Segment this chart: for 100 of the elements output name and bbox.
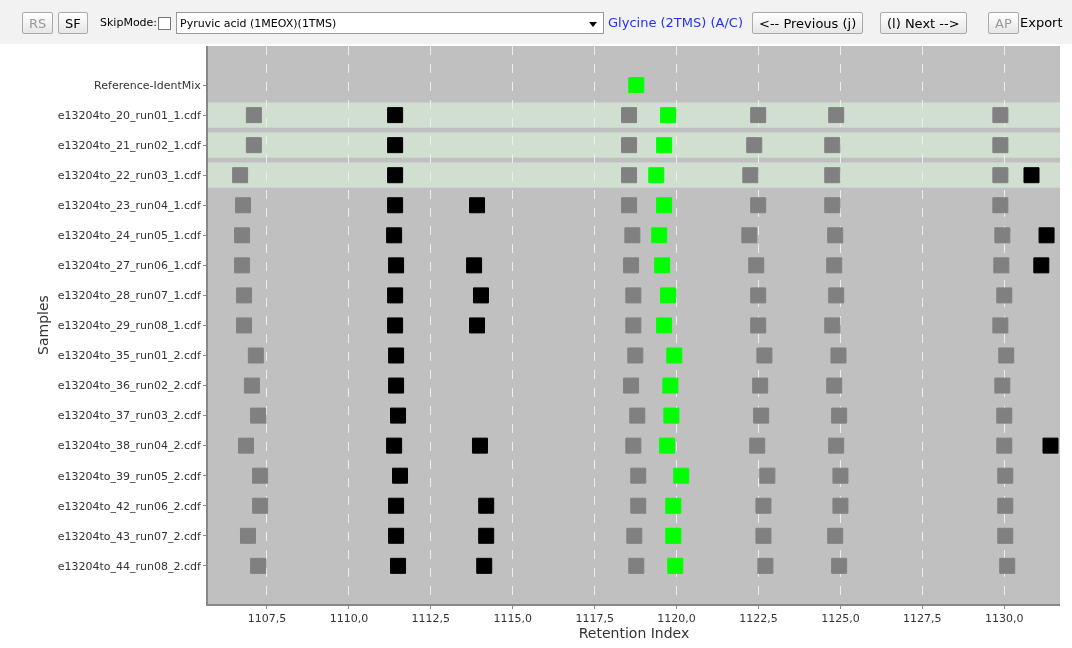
point bbox=[759, 467, 776, 484]
text: Export bbox=[1020, 14, 1063, 32]
point bbox=[243, 377, 260, 394]
y-tick-label: e13204to_36_run02_2.cdf bbox=[57, 379, 202, 393]
point bbox=[660, 287, 677, 304]
point bbox=[828, 287, 845, 304]
text: <-- Previous (j) bbox=[752, 12, 864, 34]
y-tick-label: e13204to_24_run05_1.cdf bbox=[57, 229, 202, 243]
point bbox=[750, 317, 767, 334]
point bbox=[999, 557, 1016, 574]
y-tick-label: e13204to_37_run03_2.cdf bbox=[57, 409, 202, 423]
point bbox=[832, 497, 849, 514]
point bbox=[476, 557, 493, 574]
point bbox=[245, 107, 262, 124]
point bbox=[232, 167, 249, 184]
point bbox=[623, 257, 640, 274]
point bbox=[750, 287, 767, 304]
point bbox=[748, 257, 765, 274]
point bbox=[992, 197, 1009, 214]
point bbox=[387, 197, 404, 214]
point bbox=[992, 317, 1009, 334]
text: Glycine (2TMS) (A/C) bbox=[608, 14, 743, 32]
point bbox=[630, 497, 647, 514]
y-tick-label: e13204to_42_run06_2.cdf bbox=[57, 499, 202, 513]
text: (l) Next --> bbox=[880, 12, 967, 34]
point bbox=[387, 317, 404, 334]
point bbox=[665, 497, 682, 514]
point bbox=[1042, 437, 1059, 454]
point bbox=[478, 497, 495, 514]
point bbox=[621, 107, 638, 124]
point bbox=[660, 107, 677, 124]
point bbox=[250, 407, 267, 424]
x-tick-label: 1110,0 bbox=[329, 612, 369, 626]
point bbox=[252, 467, 269, 484]
point bbox=[625, 317, 642, 334]
point bbox=[753, 407, 770, 424]
point bbox=[665, 527, 682, 544]
point bbox=[996, 437, 1013, 454]
point bbox=[992, 107, 1009, 124]
y-tick-label: e13204to_22_run03_1.cdf bbox=[57, 169, 202, 183]
x-tick-label: 1120,0 bbox=[657, 612, 696, 626]
point bbox=[824, 197, 841, 214]
point bbox=[656, 137, 673, 154]
point bbox=[741, 227, 758, 244]
point bbox=[998, 347, 1015, 364]
x-tick-label: 1127,5 bbox=[903, 612, 942, 626]
point bbox=[997, 467, 1014, 484]
point bbox=[234, 257, 251, 274]
y-tick-label: e13204to_23_run04_1.cdf bbox=[57, 199, 202, 213]
point bbox=[629, 407, 646, 424]
point bbox=[656, 317, 673, 334]
point bbox=[630, 467, 647, 484]
point bbox=[247, 347, 264, 364]
point bbox=[386, 227, 403, 244]
point bbox=[746, 137, 763, 154]
point bbox=[471, 437, 488, 454]
point bbox=[234, 227, 251, 244]
point bbox=[828, 107, 845, 124]
point bbox=[742, 167, 759, 184]
point bbox=[388, 377, 405, 394]
x-tick-label: 1122,5 bbox=[739, 612, 778, 626]
x-tick-label: 1117,5 bbox=[575, 612, 614, 626]
point bbox=[252, 497, 269, 514]
y-tick-label: e13204to_29_run08_1.cdf bbox=[57, 319, 202, 333]
point bbox=[236, 317, 253, 334]
point bbox=[250, 557, 267, 574]
y-tick-label: e13204to_43_run07_2.cdf bbox=[57, 529, 202, 543]
point bbox=[623, 377, 640, 394]
point bbox=[626, 527, 643, 544]
point bbox=[996, 407, 1013, 424]
y-tick-label: e13204to_38_run04_2.cdf bbox=[57, 439, 202, 453]
x-tick-label: 1112,5 bbox=[411, 612, 451, 626]
point bbox=[621, 167, 638, 184]
point bbox=[388, 527, 405, 544]
x-tick-label: 1115,0 bbox=[493, 612, 532, 626]
point bbox=[478, 527, 495, 544]
point bbox=[750, 197, 767, 214]
point bbox=[992, 137, 1009, 154]
y-tick-label: Reference-IdentMix bbox=[94, 78, 202, 92]
point bbox=[831, 407, 848, 424]
point bbox=[830, 347, 847, 364]
text: SF bbox=[58, 12, 88, 34]
point bbox=[1023, 167, 1040, 184]
point bbox=[387, 137, 404, 154]
point bbox=[1038, 227, 1055, 244]
point bbox=[826, 257, 843, 274]
text: SkipMode: bbox=[100, 15, 158, 31]
point bbox=[996, 287, 1013, 304]
point bbox=[648, 167, 665, 184]
point bbox=[824, 137, 841, 154]
point bbox=[752, 377, 769, 394]
point bbox=[662, 377, 679, 394]
point bbox=[831, 557, 848, 574]
point bbox=[392, 467, 409, 484]
point bbox=[659, 437, 676, 454]
y-tick-label: e13204to_20_run01_1.cdf bbox=[57, 108, 202, 122]
point bbox=[993, 257, 1010, 274]
point bbox=[239, 527, 256, 544]
point bbox=[469, 317, 486, 334]
point bbox=[994, 227, 1011, 244]
